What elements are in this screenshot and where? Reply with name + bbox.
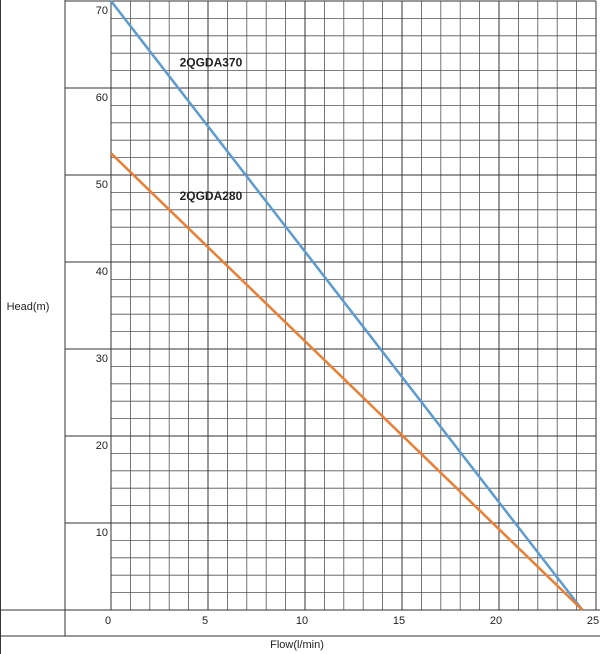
data-line [110, 152, 584, 611]
y-tick-label: 60 [96, 92, 108, 104]
y-tick-label: 30 [96, 353, 108, 365]
y-tick-label: 50 [96, 179, 108, 191]
series-label: 2QGDA370 [180, 55, 243, 69]
y-tick-label: 70 [96, 5, 108, 17]
x-tick-label: 10 [296, 615, 308, 627]
series-label: 2QGDA280 [180, 189, 243, 203]
y-tick-label: 10 [96, 527, 108, 539]
x-tick-label: 25 [587, 615, 599, 627]
x-axis-title: Flow(l/min) [270, 639, 324, 651]
x-tick-label: 15 [393, 615, 405, 627]
data-line [110, 0, 584, 611]
x-tick-label: 20 [490, 615, 502, 627]
x-tick-label: 0 [105, 615, 111, 627]
y-tick-label: 20 [96, 440, 108, 452]
x-tick-label: 5 [202, 615, 208, 627]
y-tick-label: 40 [96, 266, 108, 278]
y-axis-title: Head(m) [7, 301, 50, 313]
